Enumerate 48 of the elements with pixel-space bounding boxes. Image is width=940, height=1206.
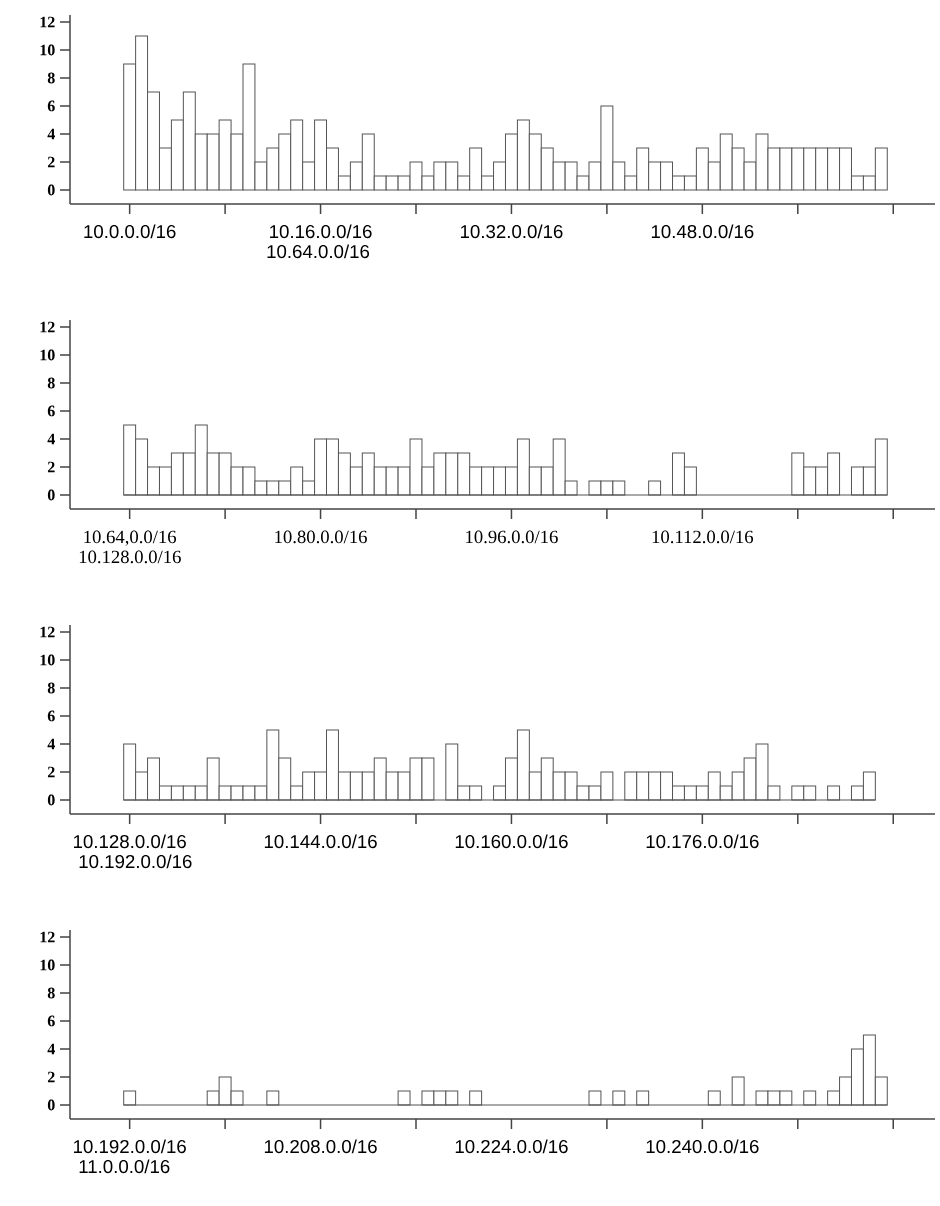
y-tick-label: 4 xyxy=(47,433,55,445)
y-tick-label: 8 xyxy=(47,682,55,694)
x-tick-label: 10.240.0.0/16 xyxy=(646,1139,759,1154)
y-tick-label: 2 xyxy=(47,461,55,473)
x-tick-label: 10.192.0.0/16 xyxy=(73,1139,186,1154)
x-tick-label: 10.160.0.0/16 xyxy=(455,834,568,849)
y-tick-label: 12 xyxy=(40,321,55,333)
x-tick-label: 10.48.0.0/16 xyxy=(651,224,754,239)
y-tick-label: 6 xyxy=(47,1015,55,1027)
x-tick-label: 10.32.0.0/16 xyxy=(460,224,563,239)
x-tick-label: 10.64,0.0/16 xyxy=(84,530,177,546)
x-tick-label: 10.176.0.0/16 xyxy=(646,834,759,849)
y-tick-label: 4 xyxy=(47,1043,55,1055)
text: 11.0.0.0/16 xyxy=(79,1159,170,1174)
text: 10.192.0.0/16 xyxy=(79,854,192,869)
x-tick-label: 10.112.0.0/16 xyxy=(652,530,754,544)
x-tick-label: 10.144.0.0/16 xyxy=(264,834,377,849)
y-tick-label: 12 xyxy=(40,626,55,638)
y-tick-label: 2 xyxy=(47,156,55,168)
y-tick-label: 2 xyxy=(47,766,55,778)
y-tick-label: 12 xyxy=(40,16,55,28)
y-tick-label: 0 xyxy=(47,489,55,501)
y-tick-label: 0 xyxy=(47,794,55,806)
x-tick-label: 10.0.0.0/16 xyxy=(84,224,176,239)
y-tick-label: 6 xyxy=(47,405,55,417)
y-tick-label: 12 xyxy=(40,931,55,943)
y-tick-label: 2 xyxy=(47,1071,55,1083)
y-tick-label: 0 xyxy=(47,184,55,196)
y-tick-label: 0 xyxy=(47,1099,55,1111)
y-tick-label: 8 xyxy=(47,72,55,84)
text: 10.64.0.0/16 xyxy=(267,244,370,259)
y-tick-label: 8 xyxy=(47,987,55,999)
y-tick-label: 6 xyxy=(47,100,55,112)
y-tick-label: 10 xyxy=(40,654,55,666)
y-tick-label: 6 xyxy=(47,710,55,722)
y-tick-label: 10 xyxy=(40,44,55,56)
x-tick-label: 10.128.0.0/16 xyxy=(73,834,186,849)
x-tick-label: 10.16.0.0/16 xyxy=(270,224,372,239)
text: 10.128.0.0/16 xyxy=(79,550,181,564)
x-tick-label: 10.208.0.0/16 xyxy=(264,1139,377,1154)
y-tick-label: 10 xyxy=(40,959,55,971)
x-tick-label: 10.224.0.0/16 xyxy=(455,1139,568,1154)
y-tick-label: 4 xyxy=(47,128,55,140)
x-tick-label: 10.96.0.0/16 xyxy=(466,530,558,544)
y-tick-label: 8 xyxy=(47,377,55,389)
y-tick-label: 4 xyxy=(47,738,55,750)
x-tick-label: 10.80.0.0/16 xyxy=(275,530,367,544)
y-tick-label: 10 xyxy=(40,349,55,361)
